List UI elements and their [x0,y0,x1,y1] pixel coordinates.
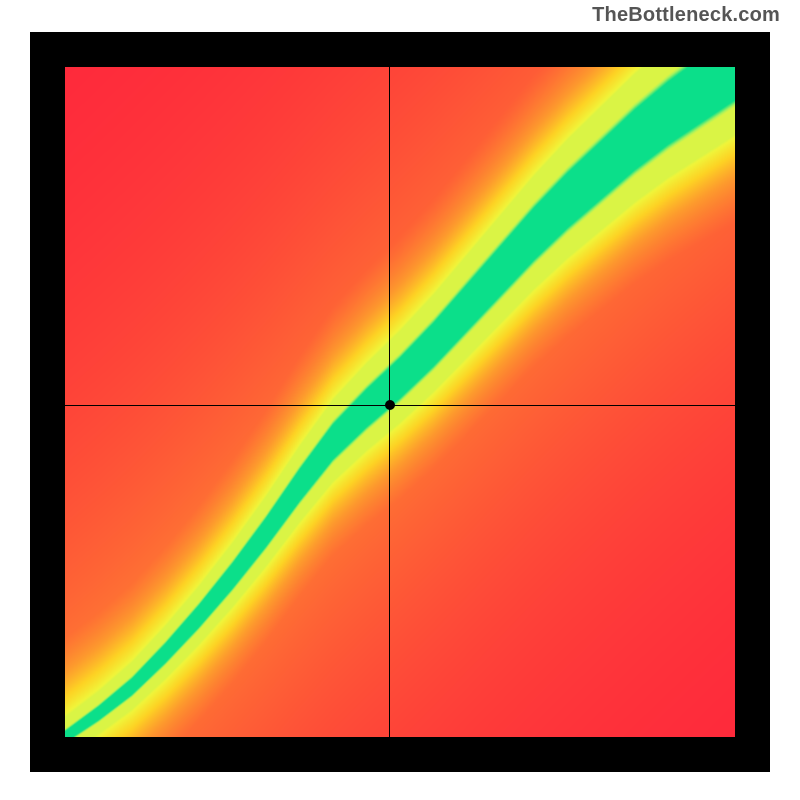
attribution-text: TheBottleneck.com [592,4,780,27]
chart-frame [30,32,770,772]
chart-container: TheBottleneck.com [0,0,800,800]
bottleneck-heatmap [65,67,735,737]
chart-plot-area [65,67,735,737]
